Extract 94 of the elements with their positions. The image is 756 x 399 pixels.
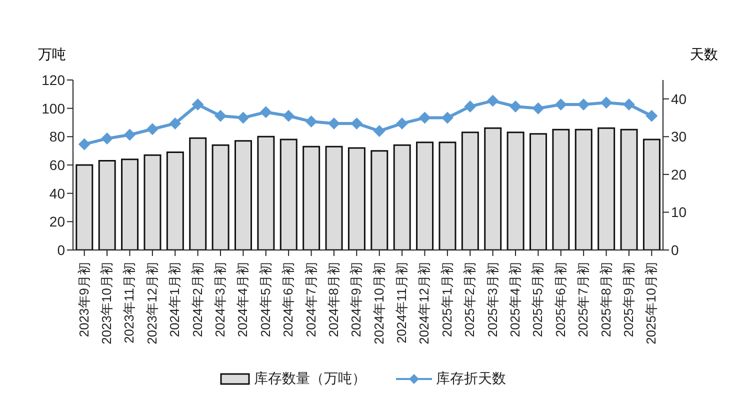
point [510,100,522,112]
x-tick-label: 2023年10月初 [99,262,114,344]
point [146,123,158,136]
point [169,117,182,130]
x-tick-label: 2025年5月初 [530,262,546,338]
point [646,110,658,122]
bar [642,138,660,250]
point [78,138,90,150]
point [305,116,318,128]
y-tick-label: 100 [42,100,66,116]
y2-axis-title: 天数 [690,46,718,64]
x-tick-label: 2024年1月初 [167,262,182,338]
bar [574,128,592,250]
point [554,98,567,111]
point [622,98,635,111]
x-tick-label: 2024年3月初 [212,262,228,338]
bar [438,142,456,250]
bar [530,133,547,250]
point [532,102,544,114]
x-tick-label: 2024年5月初 [258,262,273,338]
x-tick-label: 2025年6月初 [552,262,568,338]
bar [325,146,343,250]
x-tick-label: 2025年2月初 [462,262,478,338]
bar [144,154,162,250]
bar [552,128,570,250]
bar [506,132,524,250]
point [124,128,136,141]
y-tick-label: 80 [49,128,66,145]
bar [461,132,479,250]
bar [416,142,434,250]
point [373,125,386,137]
x-tick-label: 2025年8月初 [598,262,614,338]
x-tick-label: 2023年9月初 [76,262,92,338]
point [464,100,476,112]
y-tick-label: 60 [49,156,66,173]
x-tick-label: 2024年4月初 [235,262,250,338]
x-tick-label: 2025年9月初 [620,262,636,338]
y2-tick-label: 0 [671,242,679,258]
point [101,132,114,145]
x-tick-label: 2024年7月初 [303,262,318,338]
bar [189,137,207,250]
y2-tick-label: 40 [671,90,687,107]
x-tick-label: 2024年11月初 [394,262,410,344]
y-axis-title: 万吨 [38,46,66,64]
legend-label: 库存折天数 [436,370,506,388]
x-tick-label: 2024年12月初 [416,262,432,344]
bar [393,144,411,250]
x-tick-label: 2025年4月初 [508,262,522,338]
x-tick-label: 2023年12月初 [144,262,160,344]
point [600,96,612,109]
bar [348,147,366,250]
bar [257,136,275,250]
bar [121,158,139,250]
bar [212,144,230,250]
bar [76,164,94,250]
point [237,112,250,124]
x-tick-label: 2024年9月初 [348,262,364,338]
y-tick-label: 120 [42,72,66,88]
y-tick-label: 40 [49,185,66,202]
point [418,112,431,124]
y2-tick-label: 30 [671,128,687,145]
point [396,117,408,130]
point [282,110,295,122]
point [350,117,363,130]
x-tick-label: 2024年2月初 [190,262,205,338]
legend-label: 库存数量（万吨） [254,370,366,388]
point [578,98,590,111]
point [214,110,226,122]
x-tick-label: 2024年10月初 [371,262,386,344]
point [192,98,204,111]
bar [280,138,298,250]
bar [598,127,616,250]
bar [234,140,252,250]
x-tick-label: 2024年8月初 [326,262,341,338]
x-tick-label: 2023年11月初 [122,262,137,344]
x-tick-label: 2024年6月初 [280,262,296,338]
bar [166,152,184,250]
point [328,117,340,130]
y2-tick-label: 20 [671,166,687,182]
bar [370,150,388,250]
x-tick-label: 2025年3月初 [484,262,500,338]
bar [302,146,320,250]
y-tick-label: 20 [49,214,66,230]
point [441,112,454,124]
x-tick-label: 2025年7月初 [576,262,591,338]
x-tick-label: 2025年10月初 [644,262,659,344]
point [260,106,272,118]
bar [484,127,502,250]
x-tick-label: 2025年1月初 [439,262,454,338]
y-tick-label: 0 [57,242,66,258]
y2-tick-label: 10 [671,204,687,220]
bar [620,128,638,250]
bar [98,160,116,250]
point [486,94,499,107]
